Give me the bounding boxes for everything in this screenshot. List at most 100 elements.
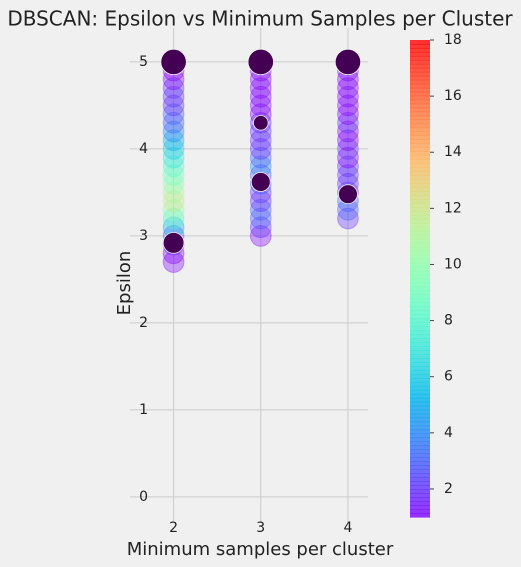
colorbar-segment: [410, 306, 430, 311]
colorbar-segment: [410, 191, 430, 196]
colorbar-segment: [410, 425, 430, 431]
colorbar-segment: [410, 175, 430, 180]
colorbar-segment: [410, 346, 430, 351]
colorbar-segment: [410, 103, 430, 109]
colorbar-segment: [410, 226, 430, 232]
colorbar-segment: [410, 266, 430, 272]
colorbar-segment: [410, 421, 430, 427]
colorbar-segment: [410, 47, 430, 53]
colorbar-segment: [410, 373, 430, 379]
colorbar-segment: [410, 405, 430, 411]
colorbar-segment: [410, 111, 430, 117]
x-tick-label: 4: [343, 520, 352, 536]
colorbar-tick-label: 10: [444, 256, 462, 272]
colorbar-segment: [410, 493, 430, 498]
point: [337, 85, 359, 108]
colorbar-segment: [410, 75, 430, 81]
point: [253, 115, 269, 131]
colorbar-segment: [410, 385, 430, 391]
colorbar-segment: [410, 377, 430, 383]
point: [249, 207, 272, 230]
colorbar-segment: [410, 322, 430, 327]
point: [337, 146, 359, 169]
colorbar-segment: [410, 67, 430, 73]
point: [337, 129, 359, 152]
colorbar-segment: [410, 51, 430, 57]
point: [162, 138, 185, 160]
colorbar-segment: [410, 501, 430, 506]
point: [334, 48, 362, 76]
point: [162, 207, 185, 230]
colorbar-segment: [410, 509, 430, 514]
colorbar-segment: [410, 135, 430, 140]
colorbar-segment: [410, 513, 430, 518]
colorbar-segment: [410, 230, 430, 236]
point: [162, 111, 185, 134]
colorbar-segment: [410, 242, 430, 248]
point: [249, 225, 272, 247]
point: [162, 146, 185, 169]
colorbar-segment: [410, 497, 430, 502]
colorbar-segment: [410, 417, 430, 423]
colorbar-segment: [410, 365, 430, 371]
y-tick-label: 4: [139, 141, 148, 157]
point: [162, 129, 185, 152]
colorbar-segment: [410, 437, 430, 443]
point: [250, 172, 271, 192]
colorbar-segment: [410, 254, 430, 260]
colorbar-segment: [410, 310, 430, 315]
colorbar-segment: [410, 457, 430, 462]
y-tick-label: 0: [139, 489, 148, 505]
colorbar-segment: [410, 342, 430, 347]
colorbar-segment: [410, 127, 430, 133]
colorbar-segment: [410, 187, 430, 192]
colorbar-segment: [410, 505, 430, 510]
colorbar-segment: [410, 163, 430, 168]
colorbar-tick-label: 8: [444, 313, 453, 329]
colorbar-segment: [410, 95, 430, 101]
point: [162, 190, 185, 213]
colorbar-segment: [410, 318, 430, 323]
colorbar-segment: [410, 369, 430, 375]
colorbar-segment: [410, 155, 430, 160]
colorbar-segment: [410, 159, 430, 164]
colorbar-segment: [410, 413, 430, 419]
point: [249, 198, 272, 221]
colorbar-tick-label: 14: [444, 144, 462, 160]
colorbar-segment: [410, 131, 430, 136]
point: [162, 172, 185, 195]
point: [247, 48, 274, 76]
colorbar-segment: [410, 87, 430, 93]
point: [249, 85, 272, 108]
point: [162, 198, 185, 221]
colorbar-segment: [410, 183, 430, 188]
colorbar-segment: [410, 179, 430, 184]
colorbar-segment: [410, 393, 430, 399]
colorbar-segment: [410, 401, 430, 407]
point: [337, 77, 359, 99]
colorbar-segment: [410, 461, 430, 466]
colorbar-segment: [410, 262, 430, 268]
colorbar-segment: [410, 210, 430, 216]
colorbar-tick-label: 16: [444, 88, 462, 104]
colorbar-segment: [410, 139, 430, 144]
colorbar-segment: [410, 278, 430, 284]
point: [162, 181, 185, 204]
colorbar-segment: [410, 250, 430, 256]
colorbar-segment: [410, 206, 430, 212]
point: [249, 77, 272, 99]
colorbar-segment: [410, 354, 430, 359]
colorbar-segment: [410, 202, 430, 208]
point: [162, 232, 185, 254]
colorbar-segment: [410, 151, 430, 156]
point: [162, 155, 185, 178]
point: [162, 164, 185, 186]
point: [162, 77, 185, 99]
colorbar-segment: [410, 59, 430, 65]
colorbar-tick-label: 4: [444, 425, 453, 441]
colorbar-tick-label: 12: [444, 200, 462, 216]
colorbar-segment: [410, 222, 430, 228]
colorbar-segment: [410, 409, 430, 415]
y-tick-label: 3: [139, 228, 148, 244]
y-axis-label: Epsilon: [114, 251, 135, 316]
